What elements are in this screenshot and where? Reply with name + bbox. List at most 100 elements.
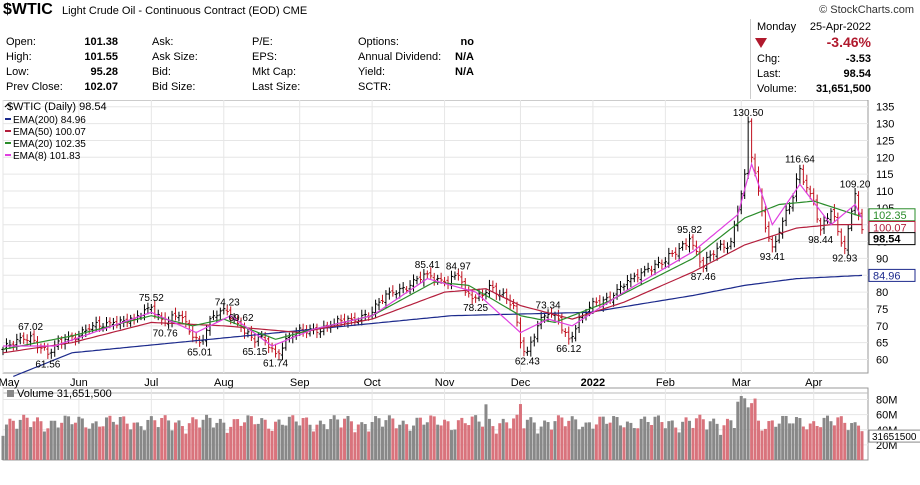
volume-bar: [753, 398, 757, 460]
ohlc-bar: [643, 265, 647, 277]
ohlc-bar: [484, 289, 488, 300]
volume-bar: [308, 424, 312, 460]
volume-bar: [794, 417, 798, 460]
volume-last-label: 31651500: [872, 432, 917, 443]
ohlc-bar: [687, 233, 692, 253]
volume-bar: [432, 416, 436, 460]
ohlc-bar: [829, 208, 833, 225]
x-tick-label: May: [0, 377, 20, 389]
volume-bar: [619, 425, 623, 460]
volume-bar: [774, 426, 778, 460]
volume-bar: [160, 417, 164, 460]
ohlc-bar: [860, 208, 864, 234]
quote-value: 102.07: [84, 81, 118, 93]
price-annotation: 75.52: [139, 293, 164, 304]
volume-bar: [801, 426, 805, 460]
volume-bar: [184, 433, 188, 460]
volume-bar: [301, 418, 305, 460]
x-tick-label: Aug: [214, 377, 234, 389]
ohlc-bar: [805, 174, 809, 193]
volume-bar: [315, 424, 319, 460]
ohlc-bar: [563, 328, 567, 337]
ohlc-bar: [815, 194, 819, 223]
volume-bar: [829, 421, 833, 460]
volume-bar: [691, 427, 695, 460]
price-annotation: 66.12: [556, 344, 581, 355]
volume-bar: [574, 419, 578, 460]
volume-bar: [136, 422, 140, 460]
ohlc-bar: [56, 335, 60, 350]
volume-bar: [267, 428, 271, 460]
volume-bar: [470, 416, 474, 460]
ohlc-bar: [525, 346, 529, 356]
price-annotation: 74.23: [215, 298, 240, 309]
ohlc-bar: [715, 242, 719, 261]
ohlc-bar: [15, 333, 19, 351]
volume-bar: [132, 422, 136, 460]
volume-bar: [35, 417, 39, 460]
quote-header: $WTIC Light Crude Oil - Continuous Contr…: [0, 0, 920, 100]
volume-bar: [701, 419, 705, 460]
volume-bar: [625, 421, 629, 460]
volume-bar: [491, 426, 495, 460]
ohlc-bar: [636, 269, 640, 283]
ohlc-bar: [204, 324, 209, 347]
volume-bar: [353, 432, 357, 460]
volume-bar: [29, 427, 33, 460]
ohlc-bar: [398, 283, 402, 299]
legend-entry: EMA(8) 101.83: [13, 151, 81, 162]
volume-bar: [788, 423, 792, 460]
volume-bar: [125, 423, 129, 460]
volume-bar: [815, 425, 819, 460]
quote-value: no: [460, 36, 474, 48]
quote-value: 101.55: [84, 51, 118, 63]
x-tick-label: Oct: [364, 377, 381, 389]
volume-bar: [177, 420, 181, 460]
quote-value: N/A: [455, 51, 474, 63]
volume-bar: [743, 398, 747, 460]
volume-bar: [677, 432, 681, 460]
ohlc-bar: [8, 339, 12, 349]
legend-entry: EMA(50) 100.07: [13, 127, 86, 138]
volume-bar: [242, 422, 246, 460]
ohlc-bar: [194, 331, 198, 344]
volume-bar: [449, 430, 453, 460]
ohlc-bar: [750, 118, 754, 163]
quote-label: P/E:: [252, 36, 273, 48]
price-chart[interactable]: 6065707580859095100105110115120125130135…: [0, 100, 920, 485]
volume-bar: [329, 419, 333, 460]
quote-label: Prev Close:: [6, 81, 63, 93]
volume-bars: [1, 396, 864, 460]
volume-bar: [32, 421, 36, 460]
ohlc-bar: [677, 242, 681, 262]
volume-bar: [836, 417, 840, 460]
volume-bar: [194, 419, 198, 460]
symbol-description: Light Crude Oil - Continuous Contract (E…: [62, 5, 307, 17]
volume-bar: [639, 418, 643, 460]
ohlc-bar: [725, 242, 730, 254]
ohlc-bar: [787, 202, 792, 215]
volume-bar: [370, 422, 374, 460]
volume-bar: [684, 417, 688, 460]
volume-bar: [515, 414, 519, 460]
ohlc-bar: [625, 275, 630, 291]
volume-bar: [587, 422, 591, 460]
legend-entry: EMA(200) 84.96: [13, 115, 86, 126]
ohlc-bar: [115, 315, 119, 329]
volume-bar: [860, 431, 864, 460]
ohlc-bar: [646, 262, 650, 273]
ohlc-bar: [470, 289, 474, 305]
volume-bar: [170, 430, 174, 460]
volume-bar: [318, 420, 322, 460]
volume-bar: [84, 427, 88, 460]
stockcharts-logo[interactable]: © StockCharts.com: [819, 4, 914, 16]
quote-label: Open:: [6, 36, 36, 48]
volume-bar: [532, 422, 536, 460]
volume-bar: [839, 416, 843, 460]
volume-bar: [101, 426, 105, 460]
exchange-text: CME: [282, 5, 308, 17]
volume-bar: [525, 419, 529, 460]
ohlc-bar: [781, 217, 785, 239]
ohlc-bar: [394, 290, 398, 299]
volume-bar: [104, 417, 108, 460]
